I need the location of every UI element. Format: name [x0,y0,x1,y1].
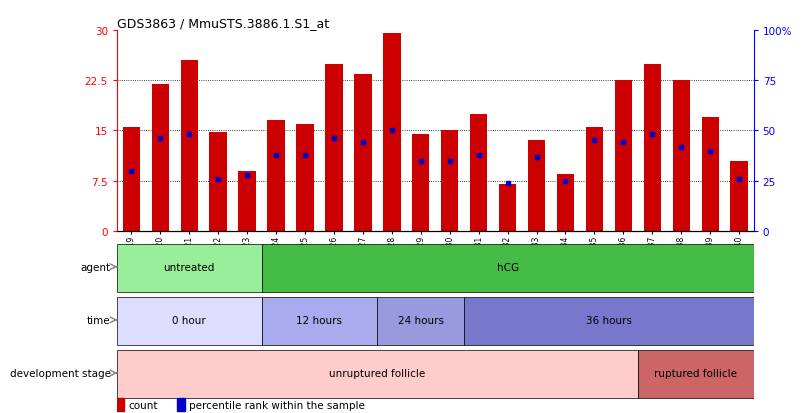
Bar [615,81,632,231]
Text: 36 hours: 36 hours [586,315,632,325]
Bar [117,398,124,411]
Bar [557,175,574,231]
Bar [441,131,459,231]
Bar [499,185,517,231]
Bar [701,118,719,231]
Bar [210,133,226,231]
Text: percentile rank within the sample: percentile rank within the sample [189,400,364,410]
Text: unruptured follicle: unruptured follicle [329,368,426,378]
Bar [528,141,545,231]
Text: ruptured follicle: ruptured follicle [654,368,737,378]
Bar [117,297,262,345]
Bar [412,135,430,231]
Bar [181,61,198,231]
Bar [354,74,372,231]
Bar [239,171,256,231]
Text: count: count [128,400,158,410]
Text: 0 hour: 0 hour [172,315,206,325]
Bar [177,398,185,411]
Bar [262,244,754,292]
Bar [644,64,661,231]
Bar [730,161,748,231]
Bar [638,350,754,398]
Text: hCG: hCG [496,262,518,272]
Text: GDS3863 / MmuSTS.3886.1.S1_at: GDS3863 / MmuSTS.3886.1.S1_at [117,17,329,30]
Text: development stage: development stage [10,368,110,378]
Text: 12 hours: 12 hours [297,315,343,325]
Bar [117,244,262,292]
Bar [326,64,343,231]
Bar [297,124,314,231]
Bar [672,81,690,231]
Bar [268,121,285,231]
Bar [117,350,638,398]
Bar [470,114,488,231]
Bar [383,34,401,231]
Bar [464,297,754,345]
Bar [123,128,140,231]
Text: agent: agent [81,262,110,272]
Bar [152,84,169,231]
Bar [586,128,603,231]
Text: untreated: untreated [164,262,215,272]
Text: 24 hours: 24 hours [398,315,444,325]
Bar [262,297,377,345]
Bar [377,297,464,345]
Text: time: time [87,315,110,325]
